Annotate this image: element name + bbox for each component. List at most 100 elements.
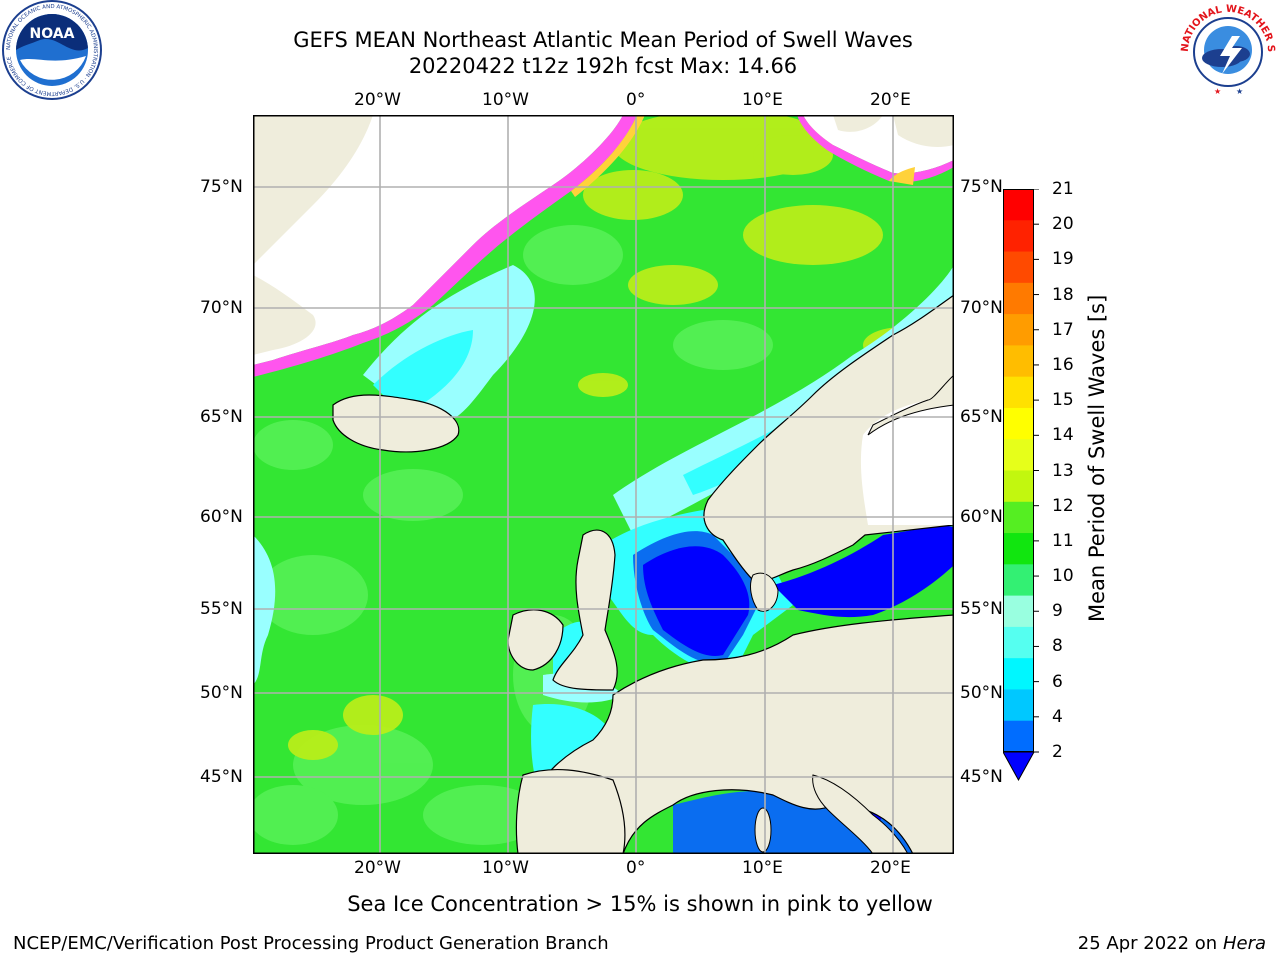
colorbar-label: Mean Period of Swell Waves [s] [1084, 295, 1110, 622]
colorbar-segment [1003, 189, 1034, 221]
colorbar-tick-label: 19 [1052, 249, 1074, 270]
colorbar-segment [1003, 658, 1034, 690]
map-svg [253, 115, 954, 854]
ocean-yellowgreen-patches [288, 115, 943, 760]
lon-tick-bottom: 10°E [742, 858, 783, 878]
lat-tick-left: 65°N [200, 407, 243, 427]
svg-text:★: ★ [1214, 87, 1221, 96]
corsica-sardinia-land [754, 807, 772, 853]
colorbar-tick-label: 6 [1052, 671, 1063, 692]
colorbar-segment [1003, 345, 1034, 378]
map-panel [253, 115, 954, 854]
colorbar-tick-label: 16 [1052, 354, 1074, 375]
colorbar-segment [1003, 564, 1034, 597]
lat-tick-right: 45°N [960, 767, 1003, 787]
nws-logo: NATIONAL WEATHER SERVICE ★ ★ [1176, 0, 1280, 104]
ireland-land [507, 609, 564, 671]
svalbard-land-east [893, 115, 954, 147]
colorbar-segment [1003, 470, 1034, 503]
footer-date-text: 25 Apr 2022 on [1077, 933, 1218, 954]
colorbar-tick-label: 12 [1052, 495, 1074, 516]
map-frame [253, 115, 954, 854]
ocean-blue-baltic [773, 525, 954, 618]
italy-land [812, 774, 909, 854]
colorbar-label-text: Mean Period of Swell Waves [s] [1085, 294, 1109, 622]
lat-tick-left: 50°N [200, 683, 243, 703]
graticule [253, 115, 954, 854]
colorbar-tick-label: 8 [1052, 636, 1063, 657]
chart-title: GEFS MEAN Northeast Atlantic Mean Period… [293, 28, 913, 52]
colorbar-ticks: 21 20 19 18 17 16 15 14 13 12 11 10 9 8 6 4 2 [1052, 179, 1092, 770]
lat-tick-right: 75°N [960, 177, 1003, 197]
colorbar-segment [1003, 501, 1034, 534]
sea-ice-caption: Sea Ice Concentration > 15% is shown in … [347, 892, 933, 916]
great-britain-land [552, 529, 618, 691]
noaa-logo: NOAA NATIONAL OCEANIC AND ATMOSPHERIC AD… [0, 0, 104, 104]
sea-ice-greenland-yellow [571, 115, 645, 197]
nws-logo-icon: NATIONAL WEATHER SERVICE ★ ★ [1176, 0, 1276, 100]
lat-tick-left: 55°N [200, 599, 243, 619]
lon-tick-top: 10°W [482, 90, 529, 110]
colorbar-tick-label: 18 [1052, 284, 1074, 305]
lon-tick-top: 20°E [870, 90, 911, 110]
greenland-land [253, 115, 373, 265]
colorbar-segment [1003, 533, 1034, 565]
lat-tick-left: 45°N [200, 767, 243, 787]
colorbar-tick-label: 9 [1052, 601, 1063, 622]
lon-tick-top: 0° [626, 90, 646, 110]
colorbar-segment [1003, 220, 1034, 253]
sea-ice-svalbard-yellow [889, 167, 915, 185]
noaa-logo-icon: NOAA NATIONAL OCEANIC AND ATMOSPHERIC AD… [2, 0, 102, 100]
lon-tick-top: 20°W [354, 90, 401, 110]
greenland-white-area [253, 115, 623, 365]
svg-text:★: ★ [1236, 87, 1243, 96]
footer-credit: NCEP/EMC/Verification Post Processing Pr… [13, 933, 609, 954]
lat-tick-right: 70°N [960, 298, 1003, 318]
lat-tick-right: 55°N [960, 599, 1003, 619]
colorbar-tick-label: 21 [1052, 179, 1074, 199]
iceland-land [332, 394, 460, 453]
ocean-cyan-east-greenland [373, 330, 473, 415]
lat-tick-left: 60°N [200, 507, 243, 527]
colorbar-tick-label: 4 [1052, 706, 1063, 727]
colorbar-tick-label: 15 [1052, 390, 1074, 411]
colorbar-segment [1003, 439, 1034, 471]
lat-tick-right: 60°N [960, 507, 1003, 527]
colorbar-tick-label: 11 [1052, 530, 1074, 551]
ocean-midblue-mediterranean [673, 790, 913, 854]
lat-tick-right: 65°N [960, 407, 1003, 427]
lat-tick-left: 70°N [200, 298, 243, 318]
colorbar-tick-label: 17 [1052, 319, 1074, 340]
footer-host: Hera [1222, 933, 1266, 954]
svg-text:NOAA: NOAA [30, 26, 75, 42]
colorbar-tick-label: 10 [1052, 566, 1074, 587]
lat-tick-right: 50°N [960, 683, 1003, 703]
lon-tick-bottom: 20°W [354, 858, 401, 878]
colorbar-segment [1003, 626, 1034, 659]
colorbar-tick-label: 2 [1052, 742, 1063, 762]
colorbar-segment [1003, 595, 1034, 628]
sea-ice-svalbard-edge [797, 115, 954, 183]
chart-subtitle: 20220422 t12z 192h fcst Max: 14.66 [408, 54, 798, 78]
iberia-land [515, 768, 626, 854]
footer-date: 25 Apr 2022 on Hera [1078, 933, 1266, 955]
colorbar-segment [1003, 251, 1034, 284]
colorbar-tick-label: 14 [1052, 425, 1074, 446]
ocean-lightgreen-patches [253, 225, 773, 845]
lat-tick-left: 75°N [200, 177, 243, 197]
colorbar-tick-label: 20 [1052, 214, 1074, 235]
colorbar [1003, 189, 1063, 789]
colorbar-segment [1003, 376, 1034, 409]
colorbar-segment [1003, 282, 1034, 315]
colorbar-segment [1003, 720, 1034, 753]
colorbar-tick-label: 13 [1052, 460, 1074, 481]
lon-tick-bottom: 0° [626, 858, 646, 878]
colorbar-svg [1003, 189, 1039, 782]
colorbar-frame [1003, 189, 1034, 752]
colorbar-segment [1003, 407, 1034, 440]
colorbar-extend-arrow [1003, 751, 1035, 782]
lon-tick-top: 10°E [742, 90, 783, 110]
bothnia-white-area [860, 400, 954, 525]
lon-tick-bottom: 10°W [482, 858, 529, 878]
colorbar-segment [1003, 314, 1034, 346]
